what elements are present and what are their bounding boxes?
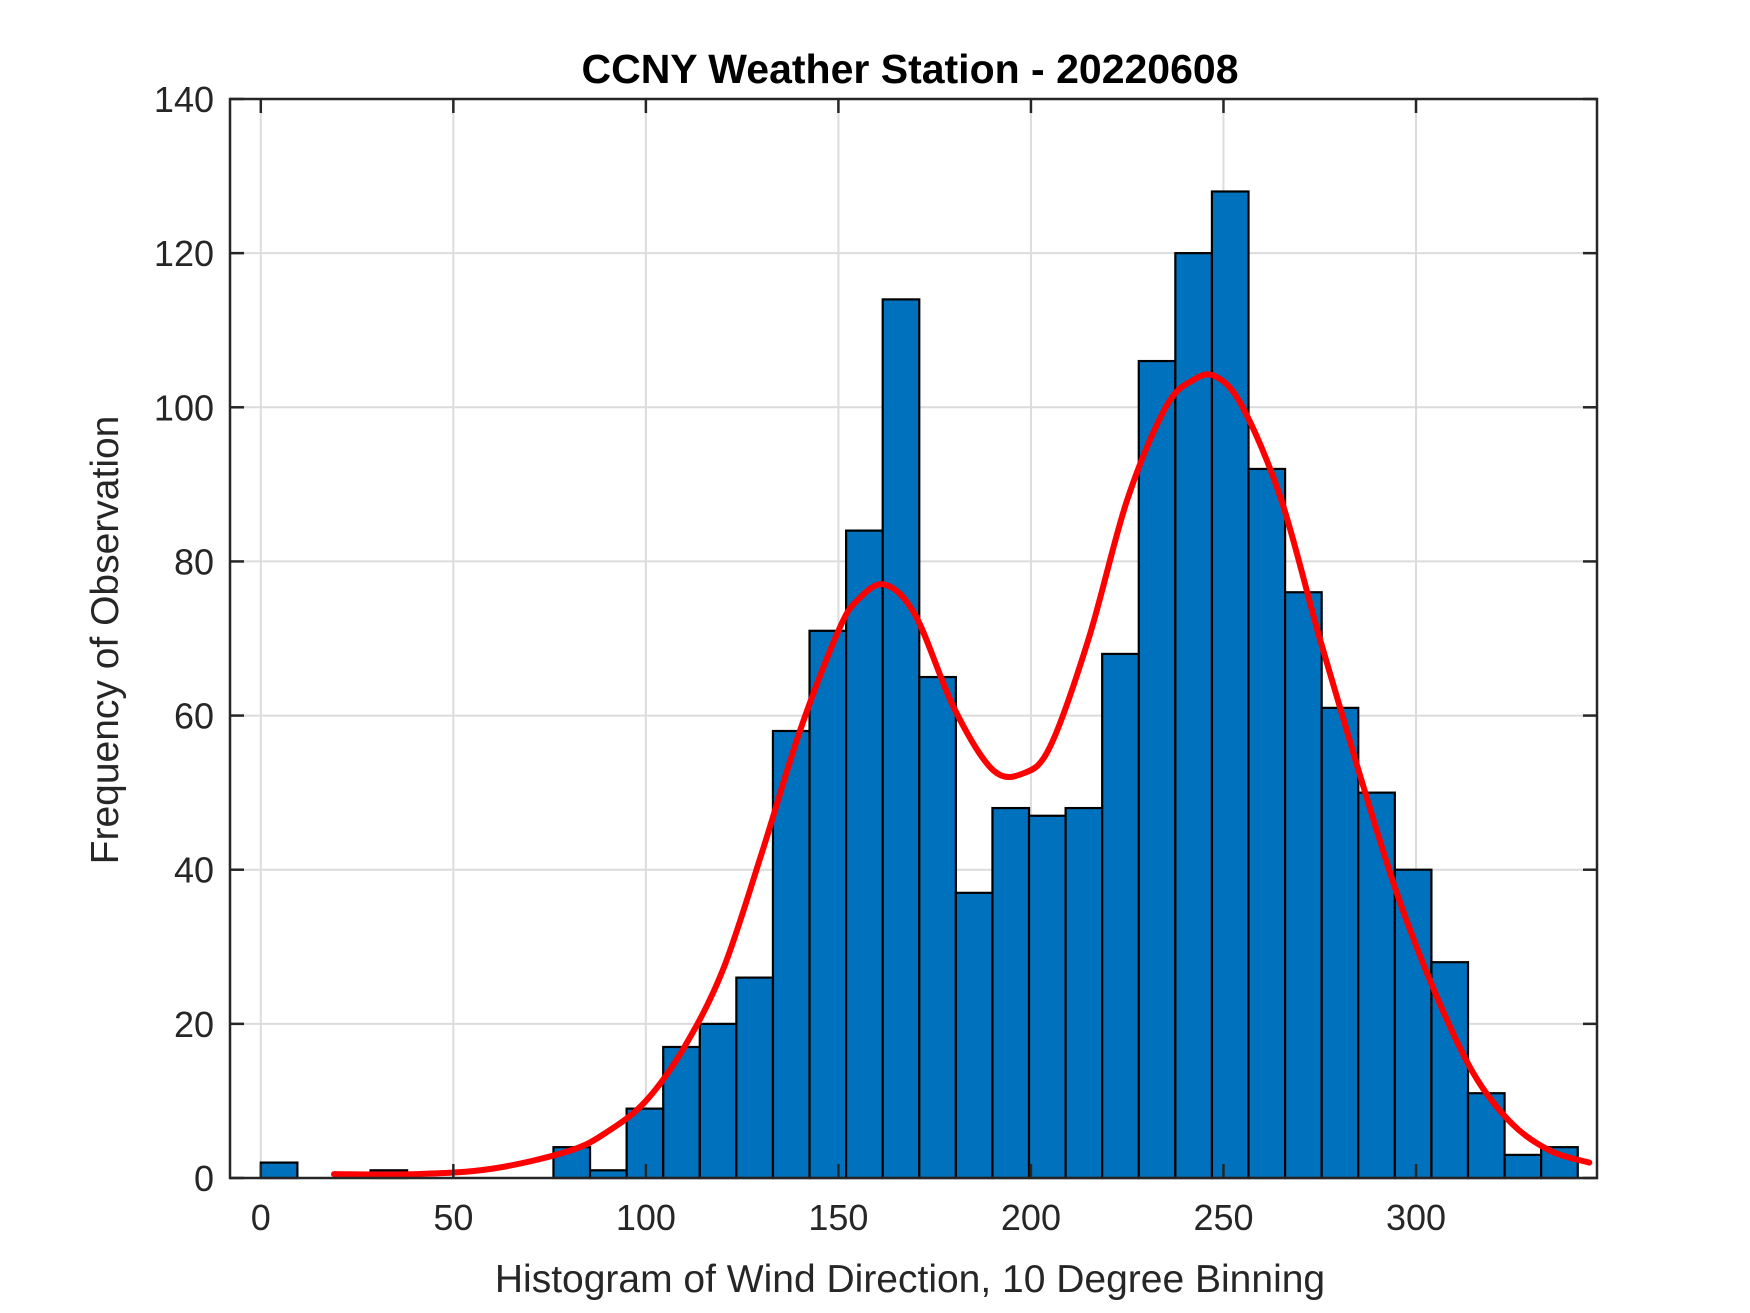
histogram-bar bbox=[259, 1161, 299, 1180]
chart-title: CCNY Weather Station - 20220608 bbox=[581, 46, 1238, 92]
histogram-bar bbox=[1503, 1153, 1543, 1180]
histogram-bar bbox=[1320, 706, 1360, 1180]
histogram-bar bbox=[1210, 190, 1250, 1180]
x-axis-label: Histogram of Wind Direction, 10 Degree B… bbox=[495, 1258, 1325, 1301]
y-tick-label: 100 bbox=[154, 387, 214, 428]
x-tick-label: 50 bbox=[433, 1197, 473, 1238]
histogram-bar bbox=[918, 675, 957, 1180]
histogram-bar bbox=[698, 1022, 738, 1180]
histogram-bar bbox=[735, 976, 775, 1180]
histogram-bar bbox=[1101, 652, 1140, 1180]
axes-frame bbox=[228, 97, 1599, 1180]
bars bbox=[259, 190, 1579, 1180]
histogram-bar bbox=[881, 298, 921, 1180]
x-tick-label: 100 bbox=[616, 1197, 676, 1238]
histogram-bar bbox=[1064, 806, 1104, 1180]
plot-frame bbox=[228, 97, 1599, 1180]
y-tick-label: 40 bbox=[174, 850, 214, 891]
tick-labels: 0 50 100 150 200 250 300 0 20 40 60 80 100 120 140 bbox=[154, 79, 1446, 1238]
histogram-bar bbox=[1174, 252, 1214, 1180]
histogram-bar bbox=[1357, 791, 1396, 1180]
y-tick-label: 140 bbox=[154, 79, 214, 120]
histogram-bar bbox=[954, 891, 994, 1180]
histogram-bar bbox=[1393, 868, 1433, 1180]
histogram-bar bbox=[808, 629, 848, 1180]
histogram-bar bbox=[845, 529, 884, 1180]
histogram-bar bbox=[1027, 814, 1067, 1180]
histogram-bar bbox=[1247, 467, 1287, 1180]
y-tick-label: 0 bbox=[194, 1158, 214, 1199]
x-tick-label: 200 bbox=[1001, 1197, 1061, 1238]
y-tick-label: 80 bbox=[174, 541, 214, 582]
y-axis-label: Frequency of Observation bbox=[84, 416, 127, 865]
fit-curve-layer bbox=[330, 371, 1593, 1178]
histogram-bar bbox=[1137, 359, 1177, 1180]
y-tick-label: 120 bbox=[154, 233, 214, 274]
histogram-bar bbox=[1283, 591, 1323, 1180]
histogram-bar bbox=[991, 806, 1031, 1180]
x-tick-label: 300 bbox=[1386, 1197, 1446, 1238]
fit-curve-line bbox=[330, 371, 1593, 1178]
x-tick-label: 250 bbox=[1193, 1197, 1253, 1238]
x-tick-label: 150 bbox=[808, 1197, 868, 1238]
y-tick-label: 60 bbox=[174, 696, 214, 737]
y-tick-label: 20 bbox=[174, 1004, 214, 1045]
x-tick-label: 0 bbox=[251, 1197, 271, 1238]
